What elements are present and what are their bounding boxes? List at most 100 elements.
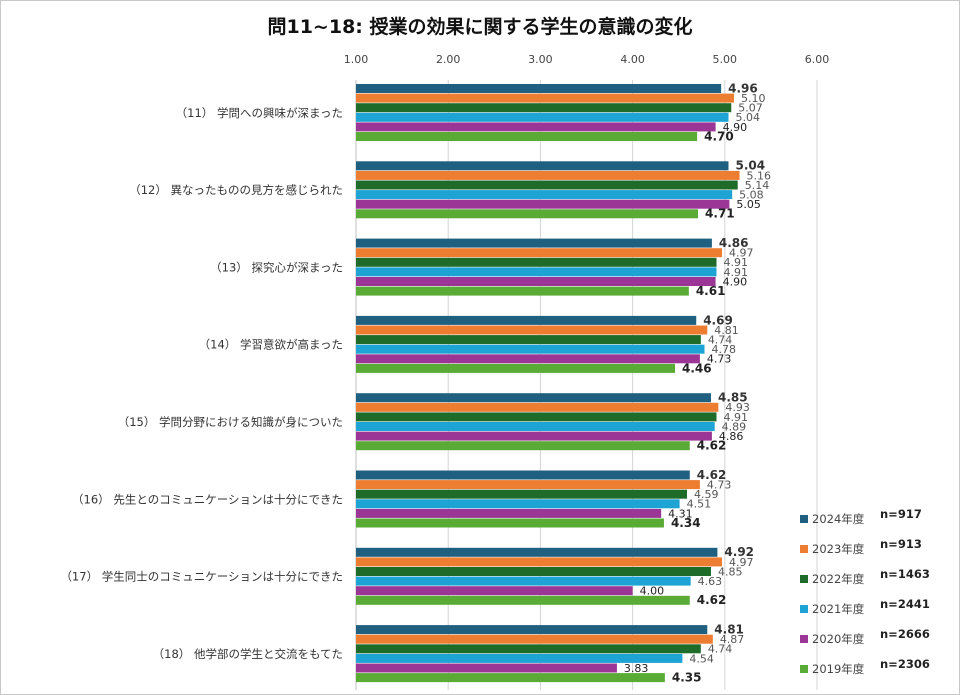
legend-n-label: n=2666	[880, 627, 930, 641]
data-label: 4.69	[703, 313, 733, 327]
category-label: （16） 先生とのコミュニケーションは十分にできた	[72, 492, 343, 506]
data-label: 4.92	[724, 545, 754, 559]
bar	[356, 673, 665, 683]
data-label: 4.89	[722, 420, 747, 433]
data-label: 4.81	[714, 623, 744, 637]
bar	[356, 663, 617, 673]
data-label: 4.51	[687, 498, 712, 511]
data-label: 4.86	[719, 430, 744, 443]
bar	[356, 644, 701, 654]
bar	[356, 480, 700, 490]
data-label: 4.97	[729, 247, 754, 260]
data-label: 4.86	[719, 236, 749, 250]
legend: 2024年度 n=917 2023年度 n=913 2022年度 n=1463 2021年度…	[800, 507, 930, 676]
legend-label: 2020年度	[812, 632, 865, 646]
bar	[356, 499, 680, 509]
data-label: 4.74	[708, 643, 733, 656]
data-label: 4.59	[694, 488, 719, 501]
bar	[356, 84, 722, 93]
data-label: 4.70	[704, 129, 734, 143]
bar	[356, 567, 711, 576]
bar	[356, 576, 691, 586]
data-label: 5.07	[738, 102, 763, 115]
data-label: 5.04	[735, 159, 765, 173]
bar	[356, 267, 717, 277]
legend-n-label: n=1463	[880, 567, 930, 581]
data-label: 4.85	[718, 391, 748, 405]
data-label: 4.61	[696, 284, 726, 298]
data-label: 4.34	[671, 516, 701, 530]
data-label: 4.81	[714, 324, 739, 337]
data-label: 4.85	[718, 565, 743, 578]
bar	[356, 393, 711, 403]
legend-swatch	[800, 575, 808, 583]
category-labels: （11） 学問への興味が深まった （12） 異なったものの見方を感じられた （13）…	[60, 106, 343, 661]
bar	[356, 248, 723, 258]
data-label: 4.62	[697, 593, 727, 607]
bar	[356, 93, 735, 103]
legend-label: 2023年度	[812, 542, 865, 556]
bar	[356, 489, 687, 499]
data-label: 4.62	[697, 439, 727, 453]
data-label: 4.87	[720, 633, 745, 646]
data-label: 4.97	[729, 556, 754, 569]
bar	[356, 199, 730, 209]
bar	[356, 557, 723, 567]
bar	[356, 335, 701, 345]
data-label: 4.73	[707, 479, 732, 492]
bar	[356, 257, 717, 267]
data-label: 4.91	[724, 256, 749, 269]
data-label: 4.93	[725, 401, 750, 414]
x-tick-label: 5.00	[713, 53, 738, 66]
legend-n-label: n=917	[880, 507, 922, 521]
data-label: 4.31	[668, 507, 693, 520]
legend-label: 2021年度	[812, 602, 865, 616]
bar	[356, 547, 718, 557]
data-label: 4.90	[723, 275, 748, 288]
bar	[356, 412, 717, 422]
bar	[356, 441, 690, 451]
x-axis-ticks: 1.00 2.00 3.00 4.00 5.00 6.00	[344, 53, 830, 66]
bar	[356, 402, 719, 412]
x-tick-label: 4.00	[620, 53, 645, 66]
legend-swatch	[800, 665, 808, 673]
data-label: 4.73	[707, 353, 732, 366]
data-label: 4.91	[724, 266, 749, 279]
bar	[356, 209, 699, 219]
data-label: 4.74	[708, 334, 733, 347]
data-label: 4.35	[672, 671, 702, 685]
data-label: 4.46	[682, 361, 712, 375]
data-label: 4.63	[698, 575, 723, 588]
bar	[356, 325, 708, 335]
bar	[356, 518, 664, 528]
bar	[356, 653, 683, 663]
bar	[356, 625, 708, 635]
bar	[356, 634, 713, 644]
bar	[356, 344, 705, 354]
legend-n-label: n=2306	[880, 657, 930, 671]
category-label: （13） 探究心が深まった	[210, 260, 343, 274]
category-label: （14） 学習意欲が高まった	[199, 338, 343, 352]
category-label: （17） 学生同士のコミュニケーションは十分にできた	[60, 570, 343, 584]
category-label: （12） 異なったものの見方を感じられた	[129, 183, 343, 197]
data-label: 5.08	[739, 189, 764, 202]
data-label: 4.96	[728, 81, 758, 95]
bar	[356, 277, 716, 286]
data-label: 4.71	[705, 207, 735, 221]
data-label: 4.62	[697, 468, 727, 482]
legend-swatch	[800, 605, 808, 613]
data-label: 4.00	[640, 585, 665, 598]
legend-swatch	[800, 545, 808, 553]
bar	[356, 161, 729, 171]
bar	[356, 508, 662, 518]
bar	[356, 595, 690, 605]
bar	[356, 586, 633, 596]
category-label: （11） 学問への興味が深まった	[176, 106, 343, 120]
data-label: 4.54	[689, 652, 714, 665]
bar	[356, 431, 712, 441]
bar	[356, 315, 697, 325]
bar	[356, 103, 732, 113]
legend-label: 2019年度	[812, 662, 865, 676]
x-tick-label: 2.00	[436, 53, 461, 66]
